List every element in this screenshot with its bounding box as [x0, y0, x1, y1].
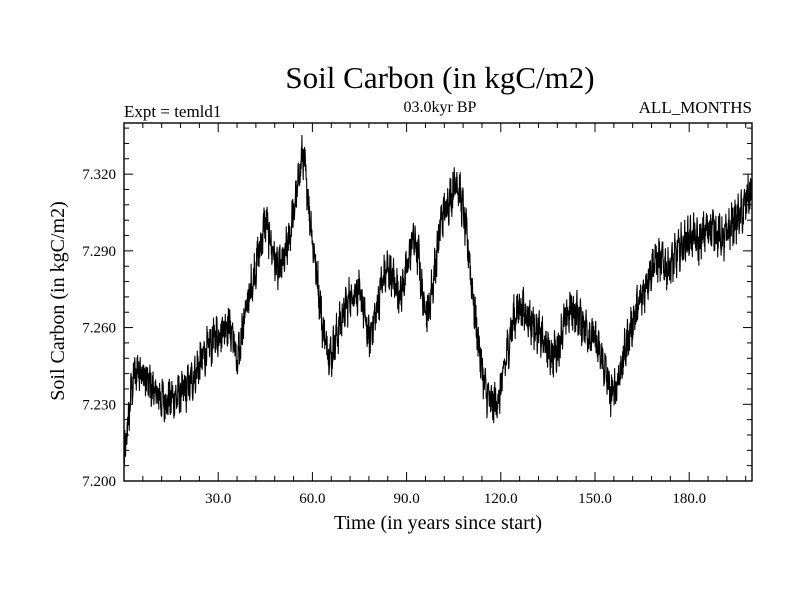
y-tick-label: 7.290 [82, 244, 116, 260]
y-tick-labels: 7.200 7.230 7.260 7.290 7.320 [82, 167, 116, 490]
y-tick-label: 7.260 [82, 321, 116, 337]
x-tick-label: 30.0 [205, 491, 231, 507]
y-tick-label: 7.230 [82, 397, 116, 413]
x-tick-labels: 30.0 60.0 90.0 120.0 150.0 180.0 [205, 491, 706, 507]
axis-ticks [123, 123, 752, 482]
y-axis-label: Soil Carbon (in kgC/m2) [47, 201, 69, 400]
months-label: ALL_MONTHS [639, 98, 752, 117]
x-tick-label: 180.0 [672, 491, 706, 507]
x-tick-label: 150.0 [578, 491, 612, 507]
x-tick-label: 120.0 [484, 491, 518, 507]
x-axis-label: Time (in years since start) [334, 512, 542, 534]
x-tick-label: 60.0 [299, 491, 325, 507]
plot-frame [123, 122, 753, 482]
period-label: 03.0kyr BP [404, 99, 477, 116]
data-line-soil-carbon [123, 134, 753, 466]
chart-title: Soil Carbon (in kgC/m2) [285, 60, 594, 95]
y-tick-label: 7.320 [82, 167, 116, 183]
y-tick-label: 7.200 [82, 474, 116, 490]
x-tick-label: 90.0 [393, 491, 419, 507]
experiment-label: Expt = temld1 [124, 102, 221, 121]
plot-area [123, 134, 753, 466]
